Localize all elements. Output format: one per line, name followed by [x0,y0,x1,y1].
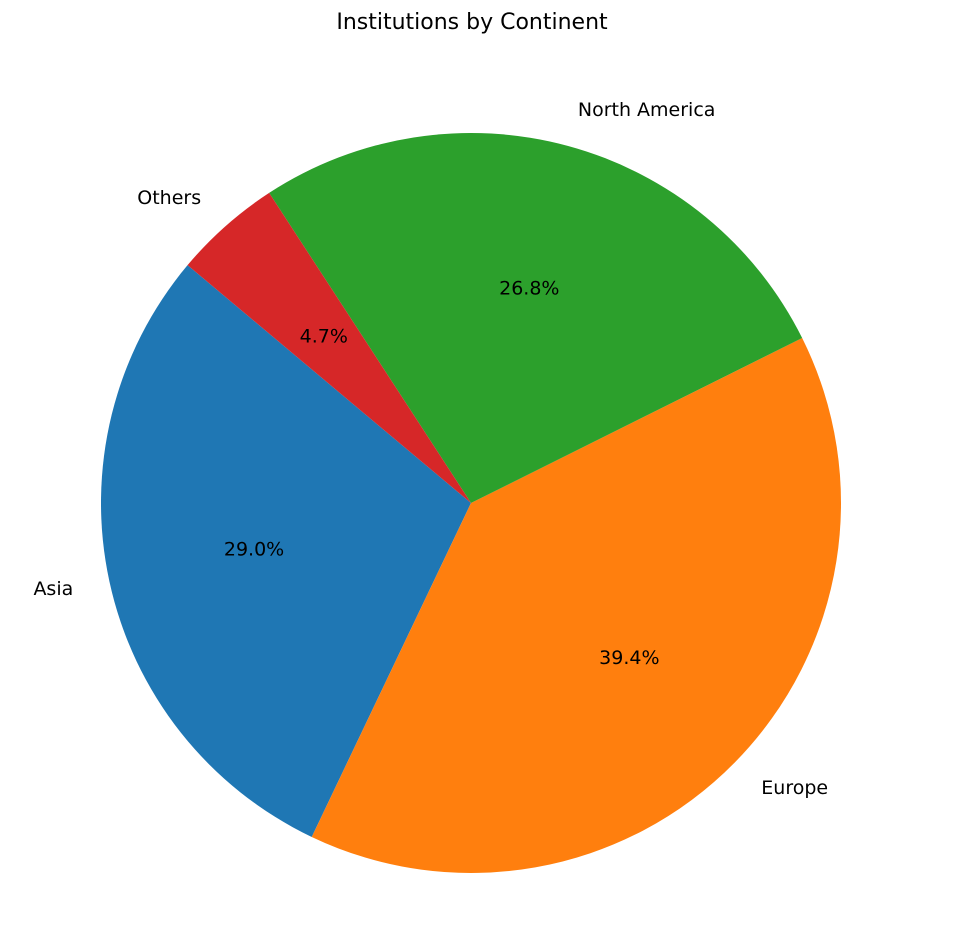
chart-title: Institutions by Continent [336,10,608,35]
slice-label-north-america: North America [578,99,716,121]
pie-slice-asia [100,265,472,837]
slice-value-others: 4.7% [300,325,348,347]
slice-value-asia: 29.0% [224,539,284,561]
pie-slice-others [187,192,471,503]
pie-labels: Asia 29.0% Europe 39.4% North America 26.8% Ot… [33,99,828,799]
pie-slices [100,132,841,873]
slice-label-others: Others [137,187,201,209]
slice-label-asia: Asia [33,578,73,600]
pie-slice-europe [311,337,841,873]
slice-value-north-america: 26.8% [499,277,559,299]
slice-label-europe: Europe [761,777,828,799]
slice-value-europe: 39.4% [599,647,659,669]
pie-slice-north-america [269,132,803,503]
